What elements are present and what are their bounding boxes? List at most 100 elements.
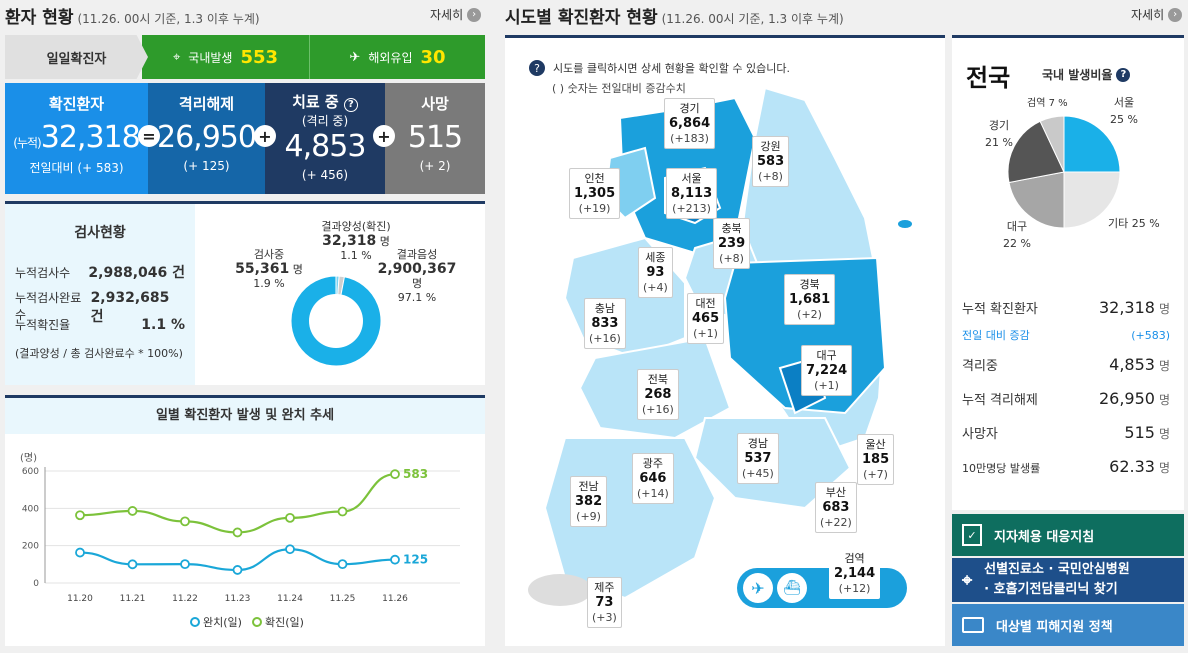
- positive-legend: 결과양성(확진) 32,318 명 1.1 %: [296, 220, 416, 263]
- row-value: 515: [1124, 423, 1155, 442]
- pie-label-name: 경기: [988, 119, 1010, 132]
- region-value: 833: [591, 316, 619, 331]
- region-busan[interactable]: 부산 683 (+22): [815, 482, 857, 533]
- national-title: 전국: [966, 64, 1011, 92]
- row-value: 62.33: [1109, 457, 1155, 476]
- region-name: 검역: [844, 552, 865, 565]
- region-value: 8,113: [671, 186, 713, 201]
- region-gwangju[interactable]: 광주 646 (+14): [632, 453, 674, 504]
- domestic-box: ⌖ 국내발생 553: [142, 35, 309, 79]
- pie-label-name: 기타: [1108, 217, 1129, 230]
- end-value-label: 583: [403, 467, 428, 481]
- map-help-line2: ( ) 숫자는 전일대비 증감수치: [552, 82, 686, 95]
- region-incheon[interactable]: 인천 1,305 (+19): [569, 168, 621, 219]
- region-seoul[interactable]: 서울 8,113 (+213): [666, 168, 718, 219]
- trend-chart: 0 200 400 600 11.20 11.21 11.22 11.23 11.24 11.25…: [22, 467, 460, 604]
- pie-slice-other: [1063, 171, 1121, 229]
- region-diff: (+14): [637, 487, 669, 500]
- deaths-box[interactable]: 사망 515 (+ 2): [385, 83, 485, 194]
- map-more-link[interactable]: 자세히 ›: [1131, 6, 1183, 23]
- help-icon[interactable]: ?: [1116, 67, 1131, 82]
- support-label: 대상별 피해지원 정책: [996, 619, 1113, 635]
- left-more-link[interactable]: 자세히 ›: [430, 6, 482, 23]
- region-gangwon[interactable]: 강원 583 (+8): [752, 136, 790, 187]
- data-point: [390, 469, 400, 480]
- confirmed-legend-marker: [251, 617, 262, 627]
- region-jeonbuk[interactable]: 전북 268 (+16): [637, 369, 679, 420]
- pie-label-pct: 25 %: [1110, 113, 1138, 126]
- region-chungnam[interactable]: 충남 833 (+16): [584, 298, 626, 349]
- negative-pct: 97.1 %: [397, 291, 437, 304]
- region-quarantine[interactable]: 검역 2,144 (+12): [829, 548, 881, 599]
- trend-title: 일별 확진환자 발생 및 완치 추세: [5, 398, 485, 434]
- guide-button[interactable]: ✓ 지자체용 대응지침: [952, 514, 1184, 556]
- ratio-label: 국내 발생비율: [1042, 68, 1113, 82]
- region-gyeongbuk[interactable]: 경북 1,681 (+2): [784, 274, 836, 325]
- region-name: 전남: [578, 480, 599, 493]
- pie-slice-gyeonggi: [1007, 120, 1065, 184]
- data-point: [232, 527, 243, 538]
- region-diff: (+1): [814, 379, 839, 392]
- overseas-label: 해외유입: [368, 50, 413, 65]
- confirmed-box[interactable]: 확진환자 (누적)32,318 전일대비 (+ 583): [5, 83, 148, 194]
- treating-value: 4,853: [284, 129, 367, 164]
- pie-label-quarantine: 검역 7 %: [1027, 94, 1068, 109]
- treating-diff: (+ 456): [301, 168, 349, 182]
- national-row-rate: 10만명당 발생률 62.33 명: [962, 457, 1170, 476]
- location-pin-icon: ⌖: [962, 569, 973, 591]
- region-daejeon[interactable]: 대전 465 (+1): [687, 293, 725, 344]
- map-subtitle: (11.26. 00시 기준, 1.3 이후 누계): [661, 12, 844, 26]
- region-chungbuk[interactable]: 충북 239 (+8): [713, 218, 751, 269]
- row-unit: 명: [1158, 393, 1170, 407]
- pie-label-pct: 22 %: [1003, 237, 1031, 250]
- region-gyeongnam[interactable]: 경남 537 (+45): [737, 433, 779, 484]
- released-box[interactable]: 격리해제 26,950 (+ 125): [148, 83, 265, 194]
- pie-label-name: 검역: [1027, 98, 1046, 109]
- location-pin-icon: ⌖: [172, 49, 181, 65]
- support-button[interactable]: 대상별 피해지원 정책: [952, 604, 1184, 646]
- negative-label: 결과음성: [396, 248, 438, 261]
- region-diff: (+213): [672, 202, 711, 215]
- region-diff: (+9): [576, 510, 601, 523]
- x-tick-label: 11.25: [330, 594, 356, 604]
- row-unit: 명: [1158, 427, 1170, 441]
- region-diff: (+16): [642, 403, 674, 416]
- region-name: 충남: [594, 302, 616, 315]
- y-tick-label: 200: [22, 542, 39, 552]
- data-point: [285, 544, 295, 555]
- airplane-icon: ✈: [743, 573, 773, 603]
- pie-label-name: 대구: [1006, 220, 1028, 233]
- clinic-button[interactable]: ⌖ 선별진료소 · 국민안심병원 · 호흡기전담클리닉 찾기: [952, 558, 1184, 602]
- y-tick-label: 0: [33, 579, 39, 589]
- daily-bar: 일일확진자 ⌖ 국내발생 553 ✈ 해외유입 30: [5, 35, 485, 79]
- clinic-label-line2: · 호흡기전담클리닉 찾기: [984, 582, 1118, 597]
- left-subtitle: (11.26. 00시 기준, 1.3 이후 누계): [77, 12, 260, 26]
- data-point: [232, 565, 243, 575]
- region-jeonnam[interactable]: 전남 382 (+9): [570, 476, 608, 527]
- region-shape-jeju[interactable]: [528, 574, 592, 606]
- region-name: 충북: [721, 222, 742, 235]
- trend-panel: [5, 395, 485, 646]
- quarantine-pill[interactable]: ✈ ⛴: [737, 568, 907, 608]
- region-ulsan[interactable]: 울산 185 (+7): [857, 434, 895, 485]
- negative-unit: 명: [411, 277, 423, 290]
- national-row-cumulative: 누적 확진환자 32,318 명: [962, 298, 1170, 317]
- region-diff: (+3): [592, 611, 617, 624]
- negative-value: 2,900,367: [377, 261, 457, 277]
- region-diff: (+12): [838, 582, 871, 595]
- region-value: 93: [646, 265, 665, 280]
- region-daegu[interactable]: 대구 7,224 (+1): [801, 345, 853, 396]
- region-diff: (+1): [693, 327, 718, 340]
- region-value: 1,681: [789, 292, 831, 307]
- region-jeju[interactable]: 제주 73 (+3): [587, 577, 622, 628]
- tests-row-value: 2,932,685 건: [90, 290, 170, 325]
- region-sejong[interactable]: 세종 93 (+4): [638, 247, 673, 298]
- treating-box[interactable]: 치료 중 ? (격리 중) 4,853 (+ 456): [265, 83, 385, 194]
- ratio-label-wrap: 국내 발생비율 ?: [1042, 66, 1131, 83]
- row-unit: 명: [1158, 302, 1170, 316]
- deaths-value: 515: [407, 120, 463, 155]
- national-row-deaths: 사망자 515 명: [962, 423, 1170, 442]
- testing-pct: 1.9 %: [253, 277, 285, 290]
- released-legend-label: 완치(일): [203, 616, 242, 629]
- region-gyeonggi[interactable]: 경기 6,864 (+183): [664, 98, 716, 149]
